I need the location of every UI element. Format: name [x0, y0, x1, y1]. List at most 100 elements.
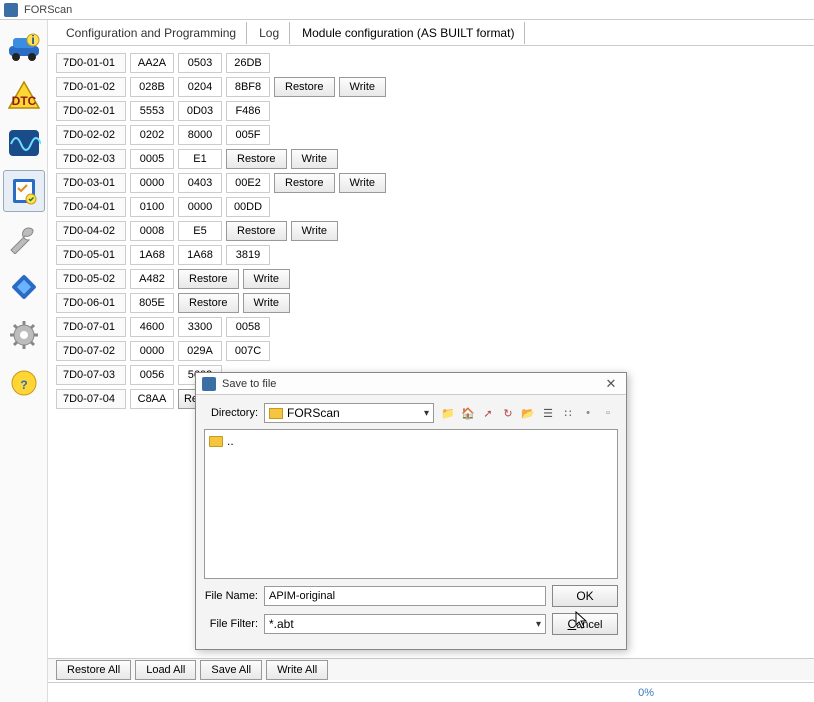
tab-module[interactable]: Module configuration (AS BUILT format): [292, 22, 525, 44]
data-cell[interactable]: F486: [226, 101, 270, 121]
data-cell[interactable]: A482: [130, 269, 174, 289]
data-cell[interactable]: 0005: [130, 149, 174, 169]
data-cell[interactable]: AA2A: [130, 53, 174, 73]
restore-all-button[interactable]: Restore All: [56, 660, 131, 680]
data-cell[interactable]: 0503: [178, 53, 222, 73]
parent-dir-item[interactable]: ..: [209, 434, 613, 448]
cancel-button[interactable]: Cancel: [552, 613, 618, 635]
restore-button[interactable]: Restore: [226, 149, 287, 169]
data-cell[interactable]: 0008: [130, 221, 174, 241]
sidebar: i DTC ?: [0, 20, 48, 702]
sidebar-item-settings[interactable]: [3, 314, 45, 356]
help-icon: ?: [7, 368, 41, 398]
write-button[interactable]: Write: [339, 77, 386, 97]
folder-icon: [209, 436, 223, 447]
data-cell[interactable]: 8BF8: [226, 77, 270, 97]
sidebar-item-tests[interactable]: [3, 170, 45, 212]
dialog-close-button[interactable]: ✕: [602, 376, 620, 392]
data-cell[interactable]: 0202: [130, 125, 174, 145]
up-arrow-icon[interactable]: ➚: [480, 405, 496, 421]
data-cell[interactable]: 5553: [130, 101, 174, 121]
load-all-button[interactable]: Load All: [135, 660, 196, 680]
data-area: 7D0-01-01AA2A050326DB7D0-01-02028B02048B…: [48, 46, 814, 418]
restore-button[interactable]: Restore: [178, 293, 239, 313]
write-button[interactable]: Write: [243, 293, 290, 313]
dialog-body: Directory: FORScan 📁 🏠 ➚ ↻ 📂 ☰ ∷ • ▫ .. …: [196, 395, 626, 649]
details-view-icon[interactable]: ∷: [560, 405, 576, 421]
data-cell[interactable]: 1A68: [178, 245, 222, 265]
address-cell: 7D0-04-02: [56, 221, 126, 241]
data-cell[interactable]: E5: [178, 221, 222, 241]
data-cell[interactable]: 26DB: [226, 53, 270, 73]
data-cell[interactable]: 3819: [226, 245, 270, 265]
data-cell[interactable]: 0100: [130, 197, 174, 217]
directory-combo[interactable]: FORScan: [264, 403, 434, 423]
tab-config[interactable]: Configuration and Programming: [56, 22, 247, 44]
write-button[interactable]: Write: [339, 173, 386, 193]
address-cell: 7D0-06-01: [56, 293, 126, 313]
progress-bar: 0%: [48, 682, 814, 702]
config-row: 7D0-04-020008E5RestoreWrite: [56, 220, 806, 242]
data-cell[interactable]: 0204: [178, 77, 222, 97]
data-cell[interactable]: 0000: [130, 341, 174, 361]
sidebar-item-dtc[interactable]: DTC: [3, 74, 45, 116]
address-cell: 7D0-07-01: [56, 317, 126, 337]
hidden-files-icon[interactable]: •: [580, 405, 596, 421]
data-cell[interactable]: 028B: [130, 77, 174, 97]
refresh-icon[interactable]: ↻: [500, 405, 516, 421]
save-all-button[interactable]: Save All: [200, 660, 262, 680]
new-folder-icon[interactable]: 📂: [520, 405, 536, 421]
data-cell[interactable]: 4600: [130, 317, 174, 337]
up-folder-icon[interactable]: 📁: [440, 405, 456, 421]
config-row: 7D0-01-01AA2A050326DB: [56, 52, 806, 74]
address-cell: 7D0-07-04: [56, 389, 126, 409]
data-cell[interactable]: C8AA: [130, 389, 174, 409]
dialog-icon: [202, 377, 216, 391]
restore-button[interactable]: Restore: [274, 173, 335, 193]
data-cell[interactable]: 1A68: [130, 245, 174, 265]
data-cell[interactable]: 0D03: [178, 101, 222, 121]
data-cell[interactable]: 00DD: [226, 197, 270, 217]
home-icon[interactable]: 🏠: [460, 405, 476, 421]
titlebar: FORScan: [0, 0, 814, 20]
dialog-titlebar[interactable]: Save to file ✕: [196, 373, 626, 395]
restore-button[interactable]: Restore: [274, 77, 335, 97]
data-cell[interactable]: 0056: [130, 365, 174, 385]
write-button[interactable]: Write: [243, 269, 290, 289]
filename-input[interactable]: [264, 586, 546, 606]
data-cell[interactable]: 0000: [178, 197, 222, 217]
write-button[interactable]: Write: [291, 221, 338, 241]
config-row: 7D0-05-011A681A683819: [56, 244, 806, 266]
tab-log[interactable]: Log: [249, 22, 290, 44]
sidebar-item-help[interactable]: ?: [3, 362, 45, 404]
data-cell[interactable]: 0403: [178, 173, 222, 193]
bookmark-icon[interactable]: ▫: [600, 405, 616, 421]
data-cell[interactable]: 029A: [178, 341, 222, 361]
restore-button[interactable]: Restore: [178, 269, 239, 289]
sidebar-item-chip[interactable]: [3, 266, 45, 308]
data-cell[interactable]: 805E: [130, 293, 174, 313]
wave-icon: [7, 128, 41, 158]
sidebar-item-signals[interactable]: [3, 122, 45, 164]
tabs: Configuration and Programming Log Module…: [48, 20, 814, 46]
data-cell[interactable]: 3300: [178, 317, 222, 337]
write-all-button[interactable]: Write All: [266, 660, 328, 680]
ok-button[interactable]: OK: [552, 585, 618, 607]
file-listing[interactable]: ..: [204, 429, 618, 579]
data-cell[interactable]: 005F: [226, 125, 270, 145]
data-cell[interactable]: E1: [178, 149, 222, 169]
config-row: 7D0-02-0155530D03F486: [56, 100, 806, 122]
data-cell[interactable]: 007C: [226, 341, 270, 361]
address-cell: 7D0-07-02: [56, 341, 126, 361]
list-view-icon[interactable]: ☰: [540, 405, 556, 421]
write-button[interactable]: Write: [291, 149, 338, 169]
sidebar-item-service[interactable]: [3, 218, 45, 260]
data-cell[interactable]: 0000: [130, 173, 174, 193]
filter-combo[interactable]: *.abt: [264, 614, 546, 634]
data-cell[interactable]: 8000: [178, 125, 222, 145]
data-cell[interactable]: 0058: [226, 317, 270, 337]
sidebar-item-vehicle[interactable]: i: [3, 26, 45, 68]
data-cell[interactable]: 00E2: [226, 173, 270, 193]
restore-button[interactable]: Restore: [226, 221, 287, 241]
gear-icon: [7, 320, 41, 350]
